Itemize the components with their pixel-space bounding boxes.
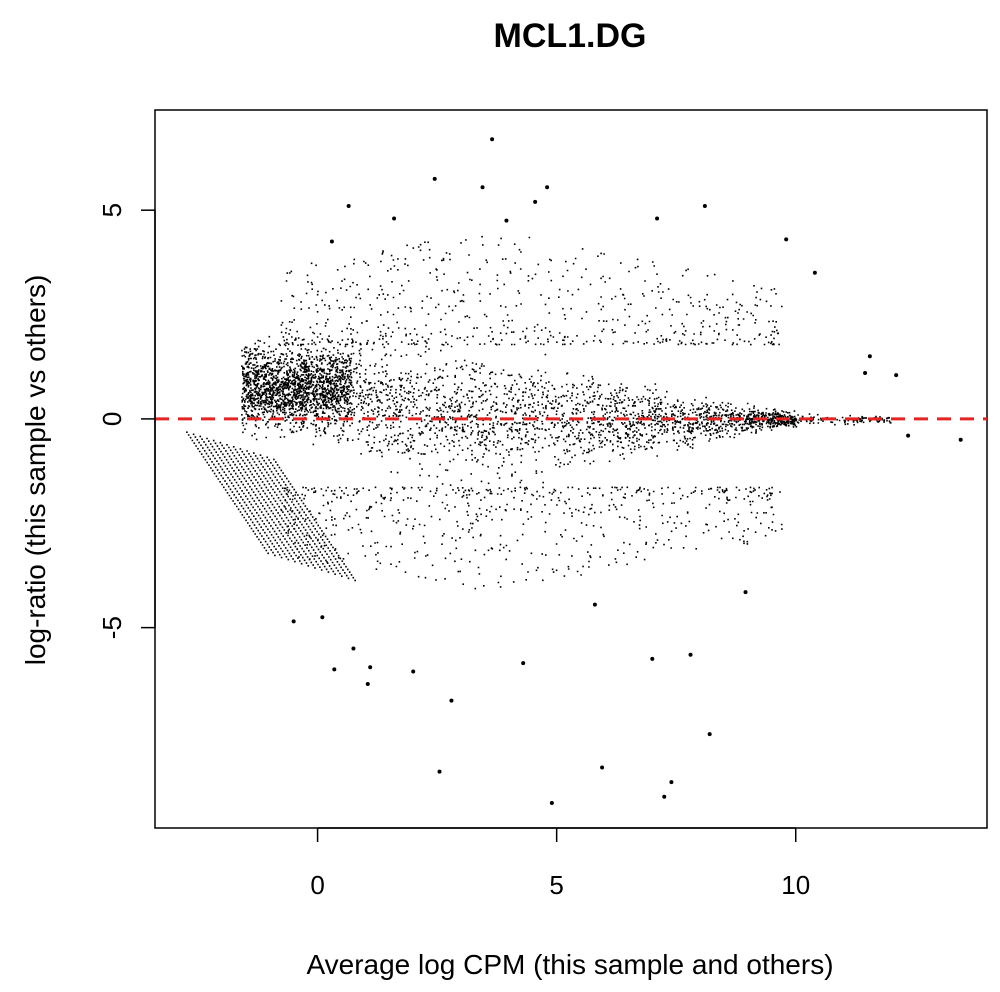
data-point: [291, 619, 296, 624]
y-axis-label: log-ratio (this sample vs others): [20, 275, 51, 666]
data-point: [655, 216, 660, 221]
x-axis-label: Average log CPM (this sample and others): [306, 949, 833, 980]
data-point: [437, 769, 442, 774]
data-point: [894, 373, 899, 378]
data-point: [906, 433, 911, 438]
point-cloud: [186, 235, 892, 590]
data-point: [592, 602, 597, 607]
y-tick-label: 5: [97, 203, 127, 217]
data-point: [600, 765, 605, 770]
data-point: [702, 204, 707, 209]
density-dots: [186, 235, 892, 590]
x-tick-label: 10: [781, 870, 810, 900]
data-point: [549, 800, 554, 805]
x-axis: 0 5 10: [310, 827, 810, 900]
data-point: [707, 732, 712, 737]
data-point: [662, 794, 667, 799]
data-point: [650, 656, 655, 661]
y-tick-label: 0: [97, 412, 127, 426]
data-point: [743, 590, 748, 595]
data-point: [432, 176, 437, 181]
data-point: [480, 185, 485, 190]
data-points: [291, 137, 963, 805]
data-point: [392, 216, 397, 221]
data-point: [784, 237, 789, 242]
chart-title: MCL1.DG: [494, 17, 647, 55]
x-tick-label: 0: [310, 870, 324, 900]
x-tick-label: 5: [549, 870, 563, 900]
data-point: [368, 665, 373, 670]
data-point: [867, 354, 872, 359]
data-point: [320, 615, 325, 620]
data-point: [332, 667, 337, 672]
plot-frame: [154, 109, 988, 829]
data-point: [346, 204, 351, 209]
data-point: [351, 646, 356, 651]
data-point: [812, 270, 817, 275]
data-point: [545, 185, 550, 190]
data-point: [521, 661, 526, 666]
y-tick-label: -5: [97, 616, 127, 639]
data-point: [411, 669, 416, 674]
data-point: [490, 137, 495, 142]
data-point: [669, 780, 674, 785]
data-point: [504, 218, 509, 223]
data-point: [329, 239, 334, 244]
data-point: [863, 370, 868, 375]
data-point: [365, 681, 370, 686]
data-point: [449, 698, 454, 703]
data-point: [958, 437, 963, 442]
y-axis: -5 0 5: [97, 203, 156, 639]
data-point: [688, 652, 693, 657]
data-point: [533, 199, 538, 204]
